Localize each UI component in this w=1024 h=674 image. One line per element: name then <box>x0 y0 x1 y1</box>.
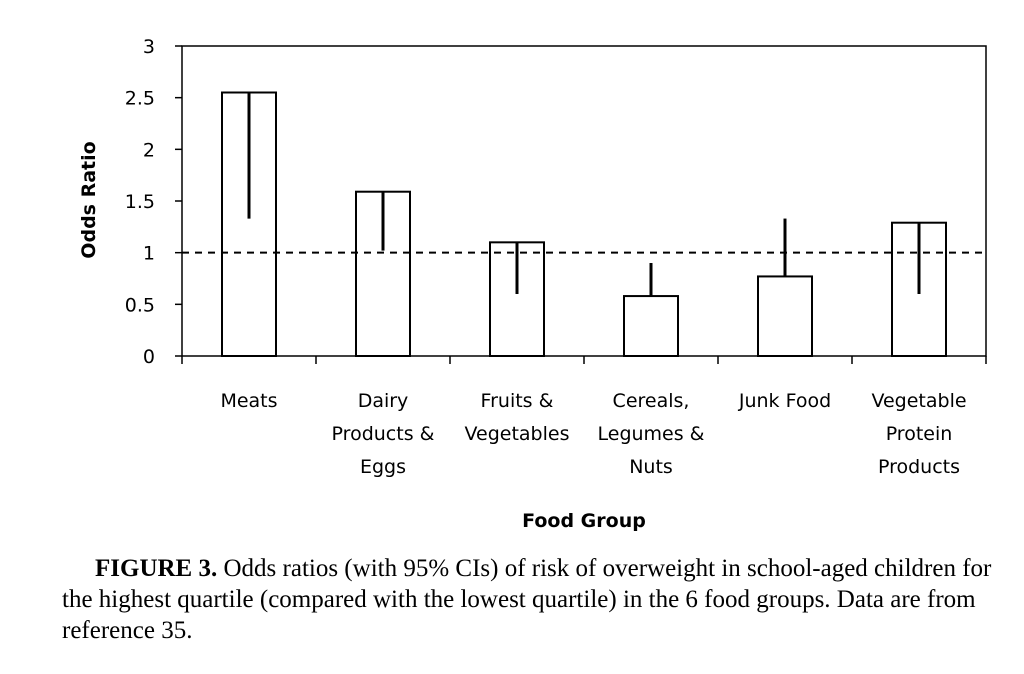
bar <box>623 295 679 358</box>
x-category-label: Cereals, Legumes & Nuts <box>598 390 705 478</box>
x-category-label-line: Nuts <box>629 456 673 478</box>
x-axis-title: Food Group <box>522 510 646 532</box>
x-category-label-line: Protein <box>886 423 953 445</box>
x-category-label-line: Junk Food <box>738 390 831 412</box>
y-tick-label: 1.5 <box>125 191 155 213</box>
y-tick-label: 0 <box>143 346 155 368</box>
plot-frame <box>181 45 987 357</box>
x-category-label: Vegetable Protein Products <box>871 390 966 478</box>
y-tick-label: 0.5 <box>125 294 155 316</box>
odds-ratio-bar-chart: Odds Ratio Food Group 0 0.5 1 1.5 2 2.5 3 Meats… <box>78 36 987 532</box>
x-category-label-line: Meats <box>220 390 277 412</box>
x-category-label-line: Dairy <box>358 390 409 412</box>
x-category-label-line: Vegetables <box>465 423 570 445</box>
y-tick-label: 3 <box>143 36 155 58</box>
x-category-label-line: Eggs <box>360 456 406 478</box>
x-category-label-line: Products <box>878 456 960 478</box>
bar <box>757 275 813 357</box>
x-category-label: Meats <box>220 390 277 412</box>
y-tick-label: 2 <box>143 139 155 161</box>
x-category-label-line: Vegetable <box>871 390 966 412</box>
x-category-label-line: Products & <box>332 423 435 445</box>
figure-caption: FIGURE 3. Odds ratios (with 95% CIs) of … <box>62 553 1007 646</box>
bar <box>489 241 545 357</box>
x-category-label: Junk Food <box>738 390 831 412</box>
y-axis-title: Odds Ratio <box>78 141 100 258</box>
x-category-label-line: Fruits & <box>481 390 554 412</box>
x-category-label: Fruits & Vegetables <box>465 390 570 445</box>
x-category-label-line: Cereals, <box>613 390 690 412</box>
y-tick-label: 2.5 <box>125 88 155 110</box>
x-category-label: Dairy Products & Eggs <box>332 390 435 478</box>
caption-text: Odds ratios (with 95% CIs) of risk of ov… <box>62 555 992 644</box>
caption-label: FIGURE 3. <box>95 555 218 582</box>
x-category-label-line: Legumes & <box>598 423 705 445</box>
y-tick-label: 1 <box>143 243 155 265</box>
